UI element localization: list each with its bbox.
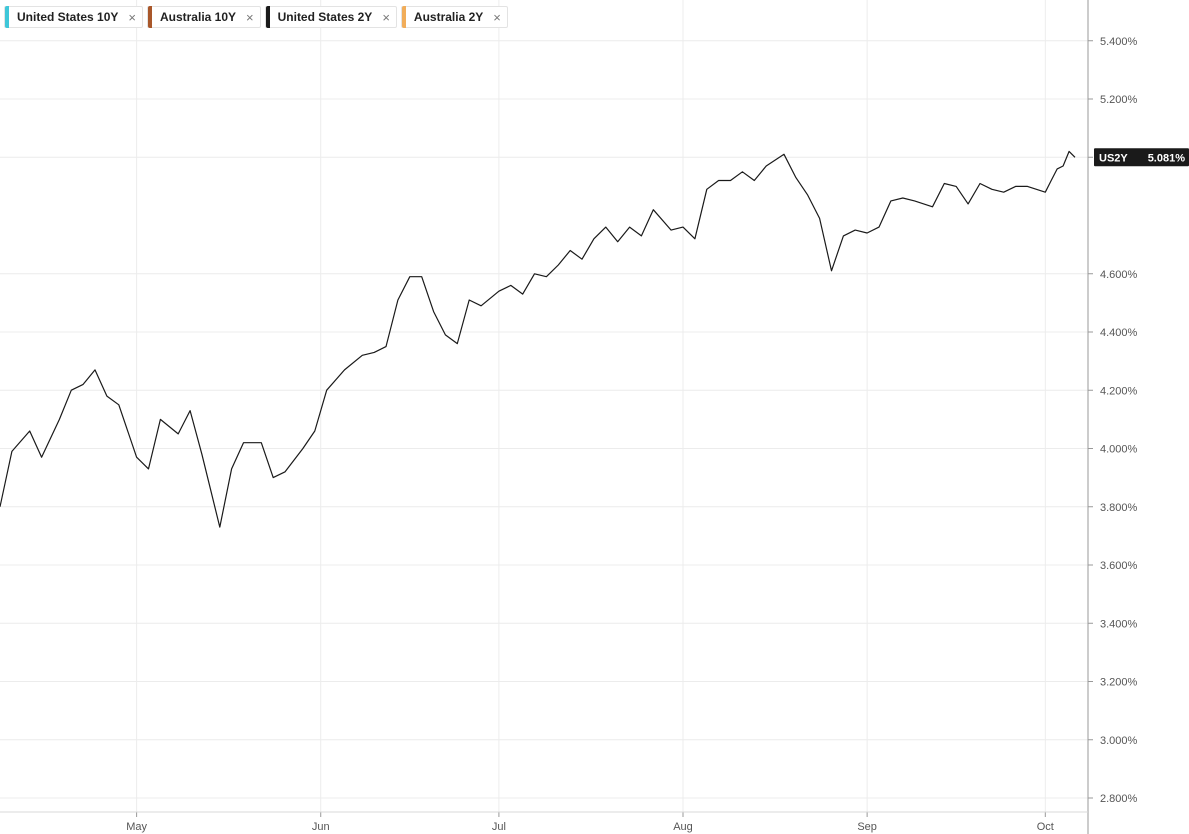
y-tick-label: 5.200% xyxy=(1100,94,1138,106)
x-tick-label: May xyxy=(126,821,147,833)
y-tick-label: 2.800% xyxy=(1100,793,1138,805)
x-tick-label: Jul xyxy=(492,821,506,833)
y-tick-label: 3.400% xyxy=(1100,618,1138,630)
legend-label-au2y: Australia 2Y xyxy=(413,10,484,24)
price-axis-background xyxy=(1088,0,1189,834)
y-tick-label: 3.200% xyxy=(1100,677,1138,689)
y-tick-label: 4.600% xyxy=(1100,269,1138,281)
last-value-badge-ticker: US2Y xyxy=(1099,152,1128,164)
y-tick-label: 4.400% xyxy=(1100,327,1138,339)
legend-label-au10y: Australia 10Y xyxy=(159,10,237,24)
x-tick-label: Jun xyxy=(312,821,330,833)
x-tick-label: Aug xyxy=(673,821,693,833)
legend-swatch-us10y xyxy=(5,6,9,28)
legend-item-au2y[interactable]: Australia 2Y × xyxy=(400,6,508,28)
legend-close-icon[interactable]: × xyxy=(246,9,254,25)
legend: United States 10Y × Australia 10Y × Unit… xyxy=(4,6,508,28)
legend-close-icon[interactable]: × xyxy=(493,9,501,25)
last-value-badge-value: 5.081% xyxy=(1148,152,1186,164)
legend-label-us2y: United States 2Y xyxy=(277,10,373,24)
legend-item-au10y[interactable]: Australia 10Y × xyxy=(146,6,261,28)
series-line-us2y xyxy=(0,150,1076,528)
x-tick-label: Oct xyxy=(1037,821,1054,833)
legend-swatch-au2y xyxy=(401,6,406,28)
y-tick-label: 4.000% xyxy=(1100,444,1138,456)
y-tick-label: 3.000% xyxy=(1100,735,1138,747)
y-tick-label: 3.600% xyxy=(1100,560,1138,572)
y-tick-label: 5.400% xyxy=(1100,36,1138,48)
legend-item-us10y[interactable]: United States 10Y × xyxy=(4,6,143,28)
legend-swatch-au10y xyxy=(147,6,152,28)
legend-close-icon[interactable]: × xyxy=(128,9,136,25)
x-tick-label: Sep xyxy=(857,821,877,833)
y-tick-label: 3.800% xyxy=(1100,502,1138,514)
legend-close-icon[interactable]: × xyxy=(382,9,390,25)
y-tick-label: 4.200% xyxy=(1100,385,1138,397)
legend-item-us2y[interactable]: United States 2Y × xyxy=(264,6,397,28)
last-value-badge-bg xyxy=(1094,148,1189,167)
legend-swatch-us2y xyxy=(265,6,270,28)
legend-label-us10y: United States 10Y xyxy=(17,10,119,24)
last-value-badge-us2y: US2Y 5.081% xyxy=(1094,148,1189,167)
